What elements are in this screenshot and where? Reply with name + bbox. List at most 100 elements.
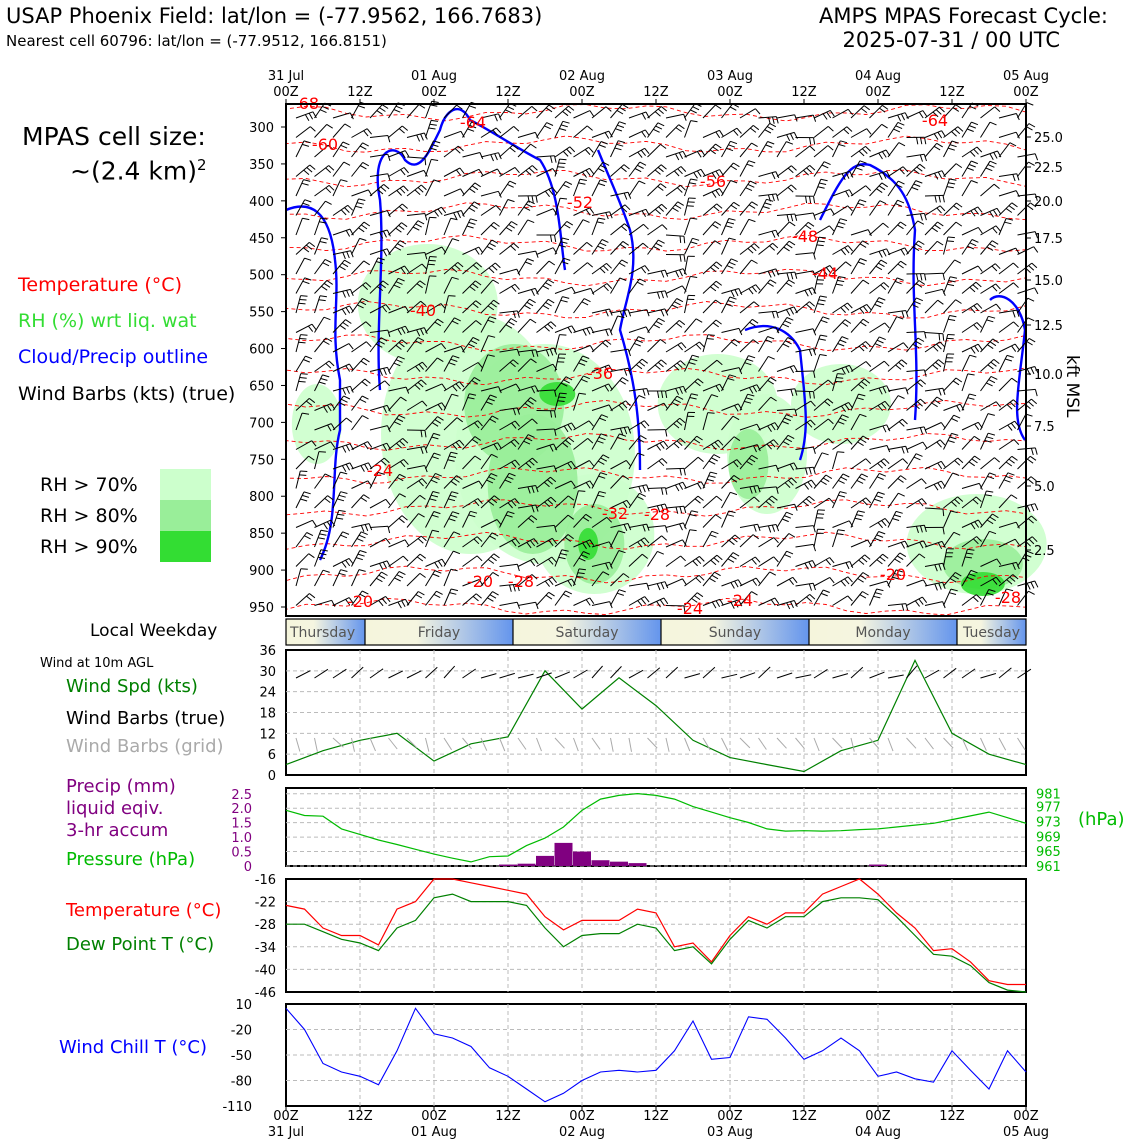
wind-barb — [980, 472, 990, 489]
wind-barb-feather — [642, 242, 649, 249]
wind-barb-feather — [1007, 424, 1013, 431]
wind-barb — [776, 165, 792, 177]
wind-barb-feather — [379, 283, 386, 289]
wind-barb — [906, 240, 919, 255]
wind-barb — [813, 237, 820, 255]
wind-barb-feather — [345, 444, 351, 452]
wind-barb-feather — [471, 438, 479, 444]
wind-barb-feather — [857, 578, 864, 583]
wind-barb-feather — [328, 165, 335, 171]
wind-barb-feather — [976, 322, 983, 328]
wind-barb — [795, 270, 814, 275]
wind-barb-feather — [660, 309, 665, 317]
wind-barb-feather — [491, 532, 499, 537]
wind-barb-feather — [358, 198, 366, 201]
wind-barb-feather — [878, 185, 886, 191]
wind-barb-feather — [474, 455, 482, 461]
wind-barb — [425, 530, 433, 548]
wind-barb — [480, 239, 493, 255]
wind-barb — [776, 503, 795, 509]
rh-region — [539, 382, 576, 406]
wind-barb-feather — [361, 395, 369, 400]
wind-barb-feather — [682, 386, 687, 393]
wind-barb-feather — [386, 229, 391, 237]
wind-barb-true — [961, 668, 976, 679]
wind-barb — [850, 435, 864, 450]
wind-barb — [295, 179, 304, 197]
wind-barb-feather — [855, 167, 863, 171]
wind-barb — [295, 257, 305, 275]
wind-barb-feather — [383, 457, 390, 464]
temperature-contour — [285, 202, 1027, 221]
wind-barb — [961, 570, 972, 587]
wind-barb-feather — [417, 337, 425, 342]
wind-barb-feather — [585, 513, 592, 519]
wind-barb-feather — [455, 441, 461, 448]
wind-barb-feather — [547, 279, 555, 284]
wind-barb-feather — [845, 562, 850, 570]
wind-barb-feather — [858, 383, 865, 389]
wind-barb — [739, 534, 754, 548]
wind-barb — [554, 549, 563, 567]
wind-barb — [517, 397, 531, 411]
wind-barb — [369, 337, 382, 353]
wind-barb-feather — [900, 221, 907, 227]
wind-barb-feather — [456, 169, 462, 176]
wind-barb-feather — [769, 441, 776, 448]
wind-barb-feather — [714, 240, 721, 245]
wind-barb — [517, 298, 530, 314]
wind-barb-feather — [969, 354, 977, 358]
wind-barb-feather — [695, 577, 702, 584]
wind-barb-feather — [387, 135, 391, 143]
wind-barb-feather — [624, 223, 631, 229]
wind-barb-feather — [560, 124, 568, 128]
wind-barb — [536, 298, 549, 314]
wind-barb-feather — [456, 475, 463, 480]
wind-barb-feather — [839, 491, 847, 494]
wind-barb-feather — [420, 379, 427, 385]
wind-barb — [610, 367, 629, 372]
wind-barb — [554, 146, 571, 158]
wind-barb-feather — [879, 107, 886, 113]
wind-barb-feather — [395, 227, 402, 233]
wind-barb-feather — [562, 593, 570, 598]
wind-barb-feather — [424, 252, 428, 260]
wind-barb-feather — [565, 108, 572, 114]
wind-barb — [295, 440, 312, 450]
wind-barb-feather — [675, 127, 682, 133]
pressure-tick-label: 500 — [249, 269, 274, 284]
wind-barb-feather — [725, 225, 733, 228]
wind-barb-feather — [990, 361, 997, 367]
wind-barb — [610, 191, 629, 197]
pressure-ytick-label: 981 — [1036, 788, 1061, 803]
pressure-label: Pressure (hPa) — [66, 849, 196, 870]
wind-barb — [536, 428, 555, 431]
wind-barb-feather — [323, 523, 328, 530]
wind-barb-feather — [459, 167, 465, 174]
wind-barb — [536, 524, 555, 528]
wind-barb-feather — [567, 327, 573, 334]
wind-barb-feather — [696, 170, 702, 177]
wind-barb — [961, 226, 979, 236]
wind-barb — [869, 588, 878, 606]
wind-barb-feather — [837, 529, 845, 532]
wind-barb — [702, 394, 712, 411]
wind-barb-feather — [679, 506, 683, 514]
wind-barb — [499, 583, 518, 587]
wind-barb-feather — [437, 416, 444, 421]
wind-barb-feather — [865, 341, 871, 347]
wind-barb — [388, 571, 400, 587]
wind-barb — [776, 271, 795, 275]
wind-barb — [1017, 123, 1030, 138]
wind-barb-feather — [755, 108, 761, 115]
wind-barb-feather — [642, 524, 646, 532]
wind-barb — [813, 109, 831, 119]
wind-barb-feather — [827, 398, 834, 404]
wind-barb — [425, 558, 443, 567]
wind-barb-feather — [424, 213, 428, 221]
temperature-contour — [285, 234, 1027, 252]
wind-barb-feather — [918, 280, 926, 285]
wind-barb — [462, 246, 480, 255]
wind-barb-grid — [758, 737, 767, 750]
wind-barb-feather — [450, 588, 459, 592]
